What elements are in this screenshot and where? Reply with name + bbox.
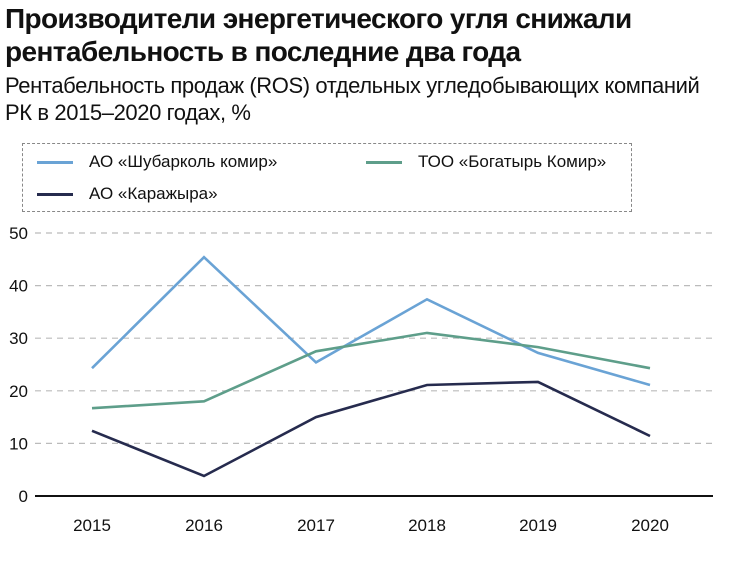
legend-swatch bbox=[366, 160, 402, 164]
legend-item-shubarkol: АО «Шубарколь комир» bbox=[37, 152, 277, 172]
line-chart: 0 10 20 30 40 50 2015 2016 2017 2018 2019 2020 bbox=[9, 224, 713, 535]
legend-swatch bbox=[37, 192, 73, 196]
y-tick-label: 20 bbox=[9, 382, 28, 401]
x-tick-label: 2020 bbox=[631, 516, 669, 535]
series-line-0 bbox=[91, 255, 651, 387]
x-tick-label: 2017 bbox=[297, 516, 335, 535]
chart-title: Производители энергетического угля снижа… bbox=[5, 3, 632, 67]
y-tick-label: 10 bbox=[9, 434, 28, 453]
legend-item-bogatyr: ТОО «Богатырь Комир» bbox=[366, 152, 606, 172]
y-axis-ticks: 0 10 20 30 40 50 bbox=[9, 224, 28, 506]
chart-subtitle: Рентабельность продаж (ROS) отдельных уг… bbox=[5, 73, 700, 125]
y-tick-label: 30 bbox=[9, 329, 28, 348]
series-line-2 bbox=[91, 380, 651, 478]
legend-swatch bbox=[37, 160, 73, 164]
legend: АО «Шубарколь комир» ТОО «Богатырь Комир… bbox=[22, 143, 632, 212]
y-tick-label: 50 bbox=[9, 224, 28, 243]
x-tick-label: 2018 bbox=[408, 516, 446, 535]
series-line-1 bbox=[91, 331, 651, 410]
gridlines bbox=[35, 232, 713, 497]
legend-item-karazhyra: АО «Каражыра» bbox=[37, 184, 218, 204]
legend-label: АО «Шубарколь комир» bbox=[89, 152, 278, 171]
x-tick-label: 2019 bbox=[519, 516, 557, 535]
y-tick-label: 40 bbox=[9, 277, 28, 296]
x-axis-ticks: 2015 2016 2017 2018 2019 2020 bbox=[73, 516, 669, 535]
x-tick-label: 2015 bbox=[73, 516, 111, 535]
y-tick-label: 0 bbox=[19, 487, 28, 506]
legend-label: ТОО «Богатырь Комир» bbox=[418, 152, 607, 171]
series-lines bbox=[91, 255, 651, 478]
x-tick-label: 2016 bbox=[185, 516, 223, 535]
legend-label: АО «Каражыра» bbox=[89, 184, 218, 203]
